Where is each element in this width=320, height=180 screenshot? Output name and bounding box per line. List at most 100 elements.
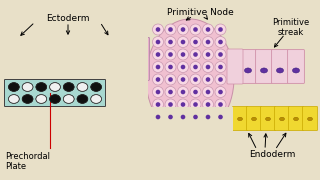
Circle shape xyxy=(193,65,198,69)
Ellipse shape xyxy=(77,83,88,91)
Ellipse shape xyxy=(146,19,234,137)
FancyBboxPatch shape xyxy=(240,50,256,83)
Circle shape xyxy=(178,49,188,60)
Circle shape xyxy=(218,115,223,119)
Circle shape xyxy=(206,65,210,69)
Ellipse shape xyxy=(22,83,33,91)
Ellipse shape xyxy=(89,61,97,67)
FancyBboxPatch shape xyxy=(100,106,118,131)
Ellipse shape xyxy=(107,117,111,121)
Circle shape xyxy=(218,27,223,32)
FancyBboxPatch shape xyxy=(288,106,304,131)
Circle shape xyxy=(178,111,188,123)
Circle shape xyxy=(153,62,164,73)
Bar xyxy=(148,107,233,130)
Circle shape xyxy=(215,111,226,123)
Ellipse shape xyxy=(22,83,33,91)
Ellipse shape xyxy=(22,95,33,103)
Circle shape xyxy=(165,87,176,98)
Circle shape xyxy=(190,62,201,73)
Ellipse shape xyxy=(244,68,252,73)
Circle shape xyxy=(181,65,185,69)
Ellipse shape xyxy=(73,61,81,67)
Ellipse shape xyxy=(89,61,97,67)
Ellipse shape xyxy=(91,83,101,91)
Circle shape xyxy=(156,40,160,44)
Ellipse shape xyxy=(73,61,81,67)
Circle shape xyxy=(181,77,185,82)
Circle shape xyxy=(203,99,213,110)
Text: Prechordal
Plate: Prechordal Plate xyxy=(5,152,50,171)
Circle shape xyxy=(190,111,201,123)
Ellipse shape xyxy=(75,117,79,121)
Circle shape xyxy=(193,52,198,57)
Circle shape xyxy=(203,111,213,123)
Circle shape xyxy=(165,24,176,35)
Circle shape xyxy=(193,77,198,82)
Ellipse shape xyxy=(279,117,284,121)
Ellipse shape xyxy=(63,83,74,91)
Ellipse shape xyxy=(292,68,300,73)
FancyBboxPatch shape xyxy=(36,106,53,131)
Circle shape xyxy=(153,37,164,48)
Ellipse shape xyxy=(36,95,47,103)
Circle shape xyxy=(193,115,198,119)
Circle shape xyxy=(168,115,173,119)
Circle shape xyxy=(181,40,185,44)
FancyBboxPatch shape xyxy=(288,50,304,83)
Circle shape xyxy=(165,62,176,73)
Ellipse shape xyxy=(9,61,17,67)
Circle shape xyxy=(156,52,160,57)
Text: Endoderm: Endoderm xyxy=(249,150,295,159)
Circle shape xyxy=(203,49,213,60)
Ellipse shape xyxy=(105,61,113,67)
Ellipse shape xyxy=(75,117,79,121)
Circle shape xyxy=(190,24,201,35)
Ellipse shape xyxy=(36,83,47,91)
Ellipse shape xyxy=(9,61,17,67)
Circle shape xyxy=(215,87,226,98)
Ellipse shape xyxy=(293,117,299,121)
FancyBboxPatch shape xyxy=(4,38,21,80)
Circle shape xyxy=(181,52,185,57)
Ellipse shape xyxy=(50,83,60,91)
FancyBboxPatch shape xyxy=(116,106,134,131)
FancyBboxPatch shape xyxy=(272,50,288,83)
Circle shape xyxy=(190,87,201,98)
Bar xyxy=(0,0,148,180)
Circle shape xyxy=(165,49,176,60)
FancyBboxPatch shape xyxy=(227,49,243,84)
Circle shape xyxy=(203,87,213,98)
Ellipse shape xyxy=(9,95,19,103)
Circle shape xyxy=(181,102,185,107)
Circle shape xyxy=(153,111,164,123)
Circle shape xyxy=(215,24,226,35)
Circle shape xyxy=(215,99,226,110)
Circle shape xyxy=(168,27,173,32)
FancyBboxPatch shape xyxy=(36,38,53,80)
Ellipse shape xyxy=(105,61,113,67)
FancyBboxPatch shape xyxy=(232,106,248,131)
Ellipse shape xyxy=(22,95,33,103)
Ellipse shape xyxy=(91,83,101,91)
FancyBboxPatch shape xyxy=(52,106,70,131)
FancyBboxPatch shape xyxy=(36,106,53,131)
Ellipse shape xyxy=(308,117,313,121)
Circle shape xyxy=(206,52,210,57)
Ellipse shape xyxy=(25,61,33,67)
FancyBboxPatch shape xyxy=(4,106,22,131)
Circle shape xyxy=(190,74,201,85)
Ellipse shape xyxy=(41,61,49,67)
Ellipse shape xyxy=(43,117,47,121)
FancyBboxPatch shape xyxy=(84,106,102,131)
Circle shape xyxy=(206,102,210,107)
Ellipse shape xyxy=(36,83,47,91)
Ellipse shape xyxy=(59,117,63,121)
Ellipse shape xyxy=(252,117,257,121)
Circle shape xyxy=(168,77,173,82)
Ellipse shape xyxy=(137,61,145,67)
Circle shape xyxy=(218,102,223,107)
FancyBboxPatch shape xyxy=(256,50,272,83)
Ellipse shape xyxy=(43,117,47,121)
Ellipse shape xyxy=(123,117,127,121)
